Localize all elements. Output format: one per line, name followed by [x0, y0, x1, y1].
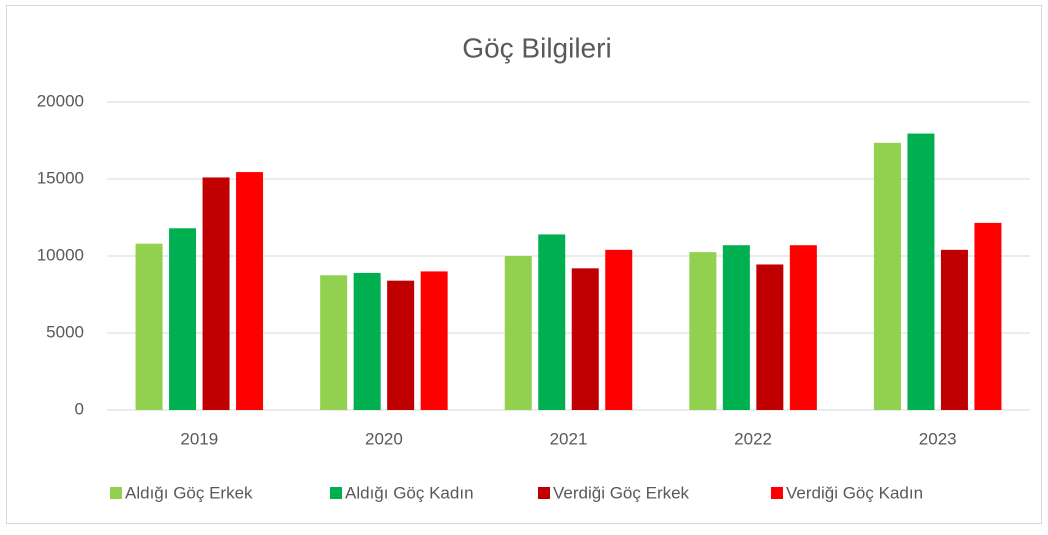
bar: [353, 272, 381, 410]
x-tick-label: 2022: [734, 429, 772, 448]
y-tick-label: 15000: [37, 168, 84, 187]
bar: [538, 234, 566, 410]
bar: [756, 264, 784, 410]
y-tick-label: 10000: [37, 245, 84, 264]
legend-swatch: [110, 487, 122, 499]
bar: [789, 245, 817, 410]
x-tick-label: 2023: [919, 429, 957, 448]
bar: [135, 243, 163, 410]
bar: [907, 133, 935, 410]
bar: [689, 252, 717, 410]
legend-swatch: [538, 487, 550, 499]
chart-title: Göç Bilgileri: [462, 32, 611, 63]
legend-label: Aldığı Göç Kadın: [345, 483, 474, 502]
y-tick-label: 5000: [46, 322, 84, 341]
bar: [320, 275, 348, 410]
x-tick-label: 2019: [180, 429, 218, 448]
bar: [722, 245, 750, 410]
bar: [236, 172, 264, 410]
y-tick-label: 20000: [37, 91, 84, 110]
bar: [974, 222, 1002, 410]
bar: [420, 271, 448, 410]
legend-swatch: [330, 487, 342, 499]
bar: [940, 249, 968, 410]
bar: [387, 280, 415, 410]
legend-label: Verdiği Göç Kadın: [786, 483, 923, 502]
legend-swatch: [771, 487, 783, 499]
bar: [605, 249, 633, 410]
bar: [571, 268, 599, 410]
legend-label: Aldığı Göç Erkek: [125, 483, 253, 502]
bar: [873, 142, 901, 410]
x-tick-label: 2020: [365, 429, 403, 448]
x-tick-label: 2021: [550, 429, 588, 448]
y-tick-label: 0: [75, 399, 84, 418]
bar: [169, 228, 197, 410]
bar: [202, 177, 230, 410]
bar: [504, 256, 532, 410]
legend-label: Verdiği Göç Erkek: [553, 483, 690, 502]
